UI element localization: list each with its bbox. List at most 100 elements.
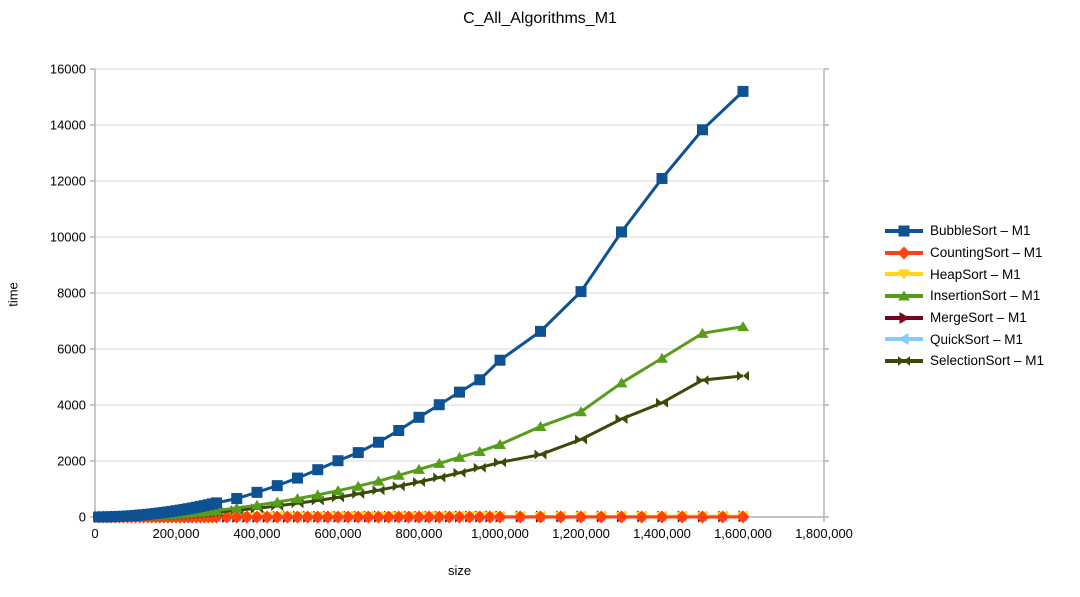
bowtie-marker bbox=[358, 488, 365, 499]
series-bubblesort bbox=[93, 85, 749, 523]
bowtie-marker bbox=[743, 370, 749, 381]
bowtie-marker bbox=[534, 449, 541, 460]
diamond-marker bbox=[716, 510, 730, 524]
square-marker bbox=[373, 436, 384, 448]
arrow-up-marker bbox=[291, 493, 304, 504]
diamond-marker bbox=[513, 510, 527, 524]
square-marker bbox=[656, 172, 668, 184]
bowtie-marker bbox=[702, 375, 709, 386]
y-tick-label: 12000 bbox=[50, 174, 86, 189]
series-line bbox=[99, 90, 745, 519]
legend-marker bbox=[885, 225, 923, 237]
bowtie-marker bbox=[662, 397, 668, 408]
bowtie-marker bbox=[581, 434, 587, 445]
square-marker bbox=[352, 447, 364, 459]
y-tick-label: 16000 bbox=[50, 62, 86, 77]
diamond-marker bbox=[321, 510, 335, 524]
diamond-marker bbox=[483, 510, 497, 524]
bowtie-marker bbox=[575, 434, 581, 445]
diamond-marker bbox=[412, 510, 426, 524]
legend-item: CountingSort – M1 bbox=[884, 242, 1044, 264]
diamond-marker bbox=[341, 510, 355, 524]
square-marker bbox=[433, 399, 445, 411]
diamond-marker bbox=[301, 510, 315, 524]
bowtie-marker bbox=[398, 481, 405, 492]
legend-marker bbox=[885, 333, 923, 346]
diamond-marker bbox=[473, 510, 487, 524]
diamond-marker bbox=[240, 510, 254, 524]
bowtie-marker bbox=[439, 472, 446, 483]
diamond-marker bbox=[250, 510, 264, 524]
bowtie-marker bbox=[898, 355, 904, 366]
bowtie-marker bbox=[392, 481, 399, 492]
y-axis-title: time bbox=[5, 282, 21, 307]
bowtie-marker bbox=[473, 462, 480, 473]
diamond-marker bbox=[311, 510, 325, 524]
bowtie-marker bbox=[372, 485, 379, 496]
y-tick-label: 4000 bbox=[57, 398, 86, 413]
diamond-marker bbox=[392, 510, 406, 524]
diamond-marker bbox=[635, 510, 649, 524]
square-marker bbox=[575, 286, 587, 298]
arrow-up-marker bbox=[575, 406, 587, 417]
diamond-marker bbox=[291, 510, 304, 524]
diamond-marker bbox=[280, 510, 294, 524]
diamond-marker bbox=[402, 510, 416, 524]
legend-label: MergeSort – M1 bbox=[930, 310, 1027, 326]
y-tick-label: 14000 bbox=[50, 118, 86, 133]
arrow-left-marker bbox=[898, 333, 909, 346]
legend-item: InsertionSort – M1 bbox=[884, 285, 1044, 307]
diamond-marker bbox=[675, 510, 689, 524]
x-tick-label: 1,600,000 bbox=[714, 526, 772, 541]
y-tick-label: 2000 bbox=[57, 454, 86, 469]
square-marker bbox=[413, 411, 425, 423]
square-marker bbox=[231, 493, 243, 505]
square-marker bbox=[535, 325, 546, 337]
diamond-marker bbox=[615, 510, 628, 524]
square-marker bbox=[312, 464, 324, 476]
diamond-marker bbox=[422, 510, 436, 524]
square-marker bbox=[251, 486, 263, 498]
bowtie-marker bbox=[494, 457, 500, 468]
arrow-up-marker bbox=[392, 469, 405, 480]
diamond-marker bbox=[453, 510, 466, 524]
diamond-marker bbox=[655, 510, 669, 524]
diamond-marker bbox=[220, 510, 234, 524]
square-marker bbox=[474, 374, 486, 386]
square-marker bbox=[292, 472, 303, 484]
arrow-up-marker bbox=[898, 290, 910, 301]
bowtie-marker bbox=[696, 375, 703, 386]
bowtie-marker bbox=[352, 488, 359, 499]
arrow-up-marker bbox=[251, 499, 263, 510]
bowtie-marker bbox=[737, 370, 743, 381]
diamond-marker bbox=[270, 510, 284, 524]
arrow-up-marker bbox=[494, 438, 506, 449]
bowtie-marker bbox=[615, 414, 622, 424]
x-tick-label: 800,000 bbox=[396, 526, 443, 541]
legend-marker bbox=[885, 269, 923, 280]
diamond-marker bbox=[331, 510, 345, 524]
x-tick-label: 200,000 bbox=[153, 526, 200, 541]
y-tick-label: 10000 bbox=[50, 230, 86, 245]
arrow-down-marker bbox=[898, 269, 910, 280]
legend-label: QuickSort – M1 bbox=[930, 331, 1024, 347]
arrow-right-marker bbox=[899, 311, 910, 324]
bowtie-marker bbox=[453, 467, 460, 478]
bowtie-marker bbox=[459, 467, 466, 478]
arrow-up-marker bbox=[473, 445, 486, 456]
y-tick-label: 0 bbox=[79, 510, 86, 525]
bowtie-marker bbox=[433, 472, 440, 483]
diamond-marker bbox=[432, 510, 446, 524]
x-tick-label: 400,000 bbox=[234, 526, 281, 541]
legend-marker bbox=[885, 311, 923, 324]
square-marker bbox=[211, 497, 222, 509]
legend-label: HeapSort – M1 bbox=[930, 266, 1021, 282]
bowtie-marker bbox=[500, 457, 506, 468]
diamond-marker bbox=[372, 510, 385, 524]
arrow-up-marker bbox=[230, 502, 243, 513]
diamond-marker bbox=[696, 510, 709, 524]
legend: BubbleSort – M1 CountingSort – M1 HeapSort… bbox=[884, 220, 1044, 372]
diamond-marker bbox=[594, 510, 608, 524]
legend-label: BubbleSort – M1 bbox=[930, 223, 1031, 239]
